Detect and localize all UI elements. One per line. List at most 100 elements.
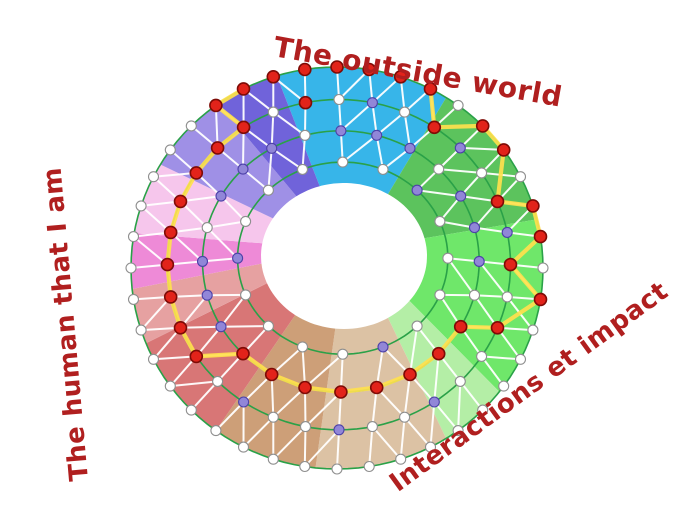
mesh-edge (376, 111, 406, 137)
red-node (526, 199, 540, 213)
purple-node (473, 255, 485, 267)
mesh-edge (304, 429, 340, 468)
white-node (333, 93, 345, 106)
mesh-edge (140, 296, 172, 331)
white-node (240, 215, 252, 227)
white-node (514, 171, 527, 183)
white-node (201, 222, 213, 234)
mesh-edge (481, 355, 521, 361)
white-node (267, 106, 279, 118)
white-node (399, 106, 411, 118)
purple-node (201, 289, 213, 301)
mesh-edge (478, 260, 508, 298)
mesh-edge (447, 257, 476, 296)
red-node (236, 120, 251, 135)
red-node (266, 70, 281, 84)
purple-node (232, 252, 244, 264)
white-node (147, 171, 160, 183)
white-node (498, 380, 510, 392)
white-node (331, 463, 343, 475)
purple-node (377, 341, 389, 353)
red-node (236, 346, 250, 361)
white-node (164, 380, 176, 392)
red-node (297, 62, 312, 77)
mesh-edge (206, 226, 239, 259)
mesh-edge (132, 235, 169, 266)
red-node (209, 98, 223, 113)
mesh-edge (304, 391, 342, 428)
mesh-edge (272, 425, 307, 460)
white-node (337, 348, 349, 360)
white-node (147, 353, 160, 365)
mesh-edge (270, 112, 275, 149)
mesh-edge (375, 346, 384, 388)
white-node (185, 404, 197, 416)
red-node (334, 385, 348, 399)
red-node (431, 346, 446, 361)
mesh-edge (403, 416, 432, 448)
red-node (330, 60, 344, 74)
red-node (173, 320, 188, 335)
white-node (476, 350, 488, 362)
white-node (433, 163, 445, 175)
mesh-edge (170, 231, 204, 263)
red-node (453, 319, 468, 334)
mesh-edge (214, 105, 219, 148)
red-node (298, 380, 312, 395)
white-node (452, 99, 464, 111)
mesh-edge (399, 417, 406, 460)
mesh-edge (336, 429, 340, 470)
red-node (264, 367, 279, 382)
white-node (127, 231, 140, 243)
mesh-edge (242, 127, 245, 170)
mesh-edge (304, 353, 344, 389)
red-node (369, 380, 384, 395)
nodes-layer (125, 60, 549, 475)
white-node (262, 184, 274, 196)
highlight-path-edge (495, 297, 543, 330)
red-node (503, 257, 518, 272)
white-node (434, 289, 446, 301)
red-node (163, 225, 178, 240)
mesh-edge (480, 355, 505, 387)
mesh-edge (270, 374, 275, 418)
mesh-edge (271, 147, 304, 171)
purple-node (335, 125, 347, 137)
red-node (403, 367, 417, 382)
red-node (173, 194, 188, 209)
white-node (514, 353, 527, 365)
highlight-path-edge (194, 351, 246, 359)
mesh-edge (242, 416, 275, 448)
red-node (189, 349, 204, 364)
white-node (299, 421, 312, 433)
mesh-edge (190, 380, 219, 411)
white-node (442, 252, 454, 264)
mesh-edge (220, 195, 247, 223)
white-node (337, 156, 349, 168)
white-node (240, 289, 252, 301)
white-node (452, 425, 464, 437)
white-node (299, 460, 311, 473)
white-node (212, 375, 224, 387)
mesh-edge (220, 294, 247, 328)
mesh-edge (439, 220, 475, 229)
mesh-edge (416, 189, 461, 198)
white-node (135, 324, 147, 336)
mesh-edge (180, 195, 222, 203)
mesh-edge (459, 380, 484, 411)
white-node (468, 289, 481, 301)
mesh-edge (433, 401, 459, 432)
mesh-edge (179, 294, 208, 329)
white-node (476, 167, 488, 179)
white-node (434, 215, 446, 227)
purple-node (454, 142, 466, 154)
purple-node (468, 222, 481, 234)
mesh-edge (267, 148, 273, 191)
highlight-path-edge (508, 234, 543, 267)
mesh-edge (403, 374, 411, 418)
mesh-edge (460, 146, 504, 151)
mesh-edge (368, 426, 374, 467)
mesh-edge (375, 135, 384, 170)
white-node (454, 375, 466, 387)
